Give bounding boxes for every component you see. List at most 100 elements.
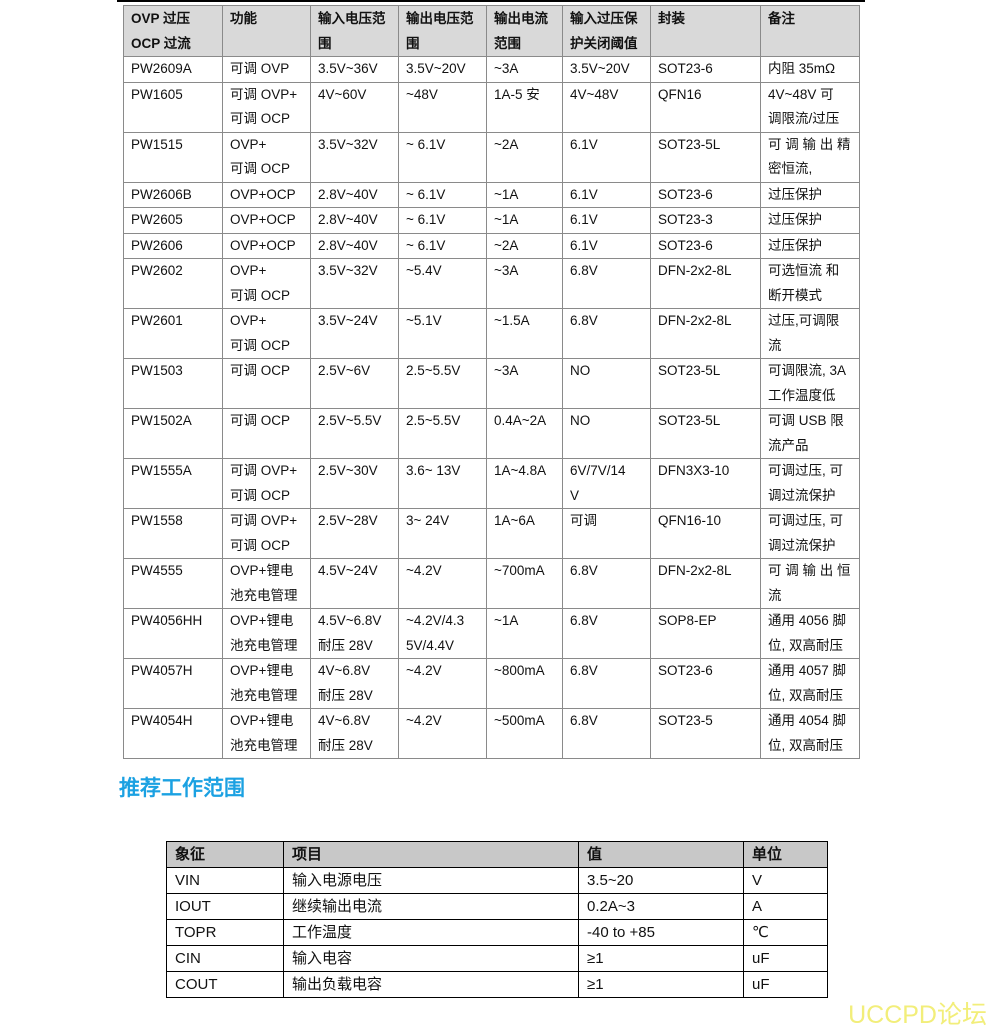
table-cell: COUT <box>166 971 284 998</box>
table-cell: 3.5V~24V <box>310 308 399 359</box>
table-cell: 可 调 输 出 精 密恒流, <box>760 131 860 183</box>
table-cell: ~1A <box>486 207 563 234</box>
table-cell: 6.1V <box>562 181 651 208</box>
table-row: PW1558 可调 OVP+ 可调 OCP 2.5V~28V 3~ 24V 1A~6A 可… <box>123 508 860 559</box>
table-cell: TOPR <box>166 919 284 946</box>
table-cell: PW2609A <box>123 56 223 83</box>
table-row: IOUT 继续输出电流 0.2A~3 A <box>166 893 828 920</box>
table-cell: QFN16-10 <box>650 508 761 559</box>
table-row: PW4555 OVP+锂电 池充电管理 4.5V~24V ~4.2V ~700mA 6.8… <box>123 558 860 609</box>
table-cell: 通用 4057 脚 位, 双高耐压 <box>760 658 860 709</box>
protection-ic-table: OVP 过压 OCP 过流 功能 输入电压范 围输出电压范 围输出电流 范围 输入过压… <box>123 5 860 759</box>
column-header: OVP 过压 OCP 过流 <box>123 5 223 57</box>
table-cell: 可调 OVP <box>222 56 311 83</box>
column-header: 输入电压范 围 <box>310 5 399 57</box>
table-cell: 可调限流, 3A 工作温度低 <box>760 358 860 409</box>
table-cell: ~1.5A <box>486 308 563 359</box>
table-cell: IOUT <box>166 893 284 920</box>
table-cell: SOT23-5 <box>650 708 761 759</box>
table-row: PW4057H OVP+锂电 池充电管理 4V~6.8V 耐压 28V ~4.2V ~8… <box>123 658 860 709</box>
table-row: PW1515 OVP+ 可调 OCP 3.5V~32V ~ 6.1V ~2A 6.1V SO… <box>123 131 860 183</box>
table-header-row: 象征 项目值单位 <box>166 841 828 868</box>
table-cell: ~3A <box>486 258 563 309</box>
table-cell: uF <box>743 945 828 972</box>
table-cell: DFN-2x2-8L <box>650 258 761 309</box>
table-cell: ~4.2V <box>398 708 487 759</box>
table-cell: uF <box>743 971 828 998</box>
table-cell: PW2605 <box>123 207 223 234</box>
table-cell: PW4057H <box>123 658 223 709</box>
table-cell: 可调 USB 限 流产品 <box>760 408 860 459</box>
table-cell: 可选恒流 和 断开模式 <box>760 258 860 309</box>
table-cell: 继续输出电流 <box>283 893 579 920</box>
table-cell: SOT23-6 <box>650 181 761 208</box>
table-row: PW2602 OVP+ 可调 OCP 3.5V~32V ~5.4V ~3A 6.8V DFN… <box>123 258 860 309</box>
section-title: 推荐工作范围 <box>119 777 245 800</box>
table-cell: NO <box>562 358 651 409</box>
table-cell: OVP+OCP <box>222 181 311 208</box>
table-row: PW1605 可调 OVP+ 可调 OCP 4V~60V ~48V 1A-5 安 4V~4… <box>123 81 860 133</box>
table-cell: 可调过压, 可 调过流保护 <box>760 508 860 559</box>
table-cell: 工作温度 <box>283 919 579 946</box>
table-cell: PW1502A <box>123 408 223 459</box>
table-cell: 输入电容 <box>283 945 579 972</box>
table-cell: 6V/7V/14 V <box>562 458 651 509</box>
table-cell: 2.8V~40V <box>310 181 399 208</box>
table-cell: 2.5V~5.5V <box>310 408 399 459</box>
table-cell: 4.5V~6.8V 耐压 28V <box>310 608 399 659</box>
table-cell: PW2602 <box>123 258 223 309</box>
table-cell: PW1605 <box>123 81 223 133</box>
column-header: 项目 <box>283 841 579 868</box>
table-cell: 1A~4.8A <box>486 458 563 509</box>
table-cell: ~2A <box>486 131 563 183</box>
table-cell: OVP+锂电 池充电管理 <box>222 708 311 759</box>
table-cell: ≥1 <box>578 971 744 998</box>
table-cell: ~5.1V <box>398 308 487 359</box>
table-cell: 0.2A~3 <box>578 893 744 920</box>
table-cell: PW1503 <box>123 358 223 409</box>
table-cell: 通用 4054 脚 位, 双高耐压 <box>760 708 860 759</box>
table-cell: PW4056HH <box>123 608 223 659</box>
column-header: 输出电压范 围 <box>398 5 487 57</box>
table-cell: 3.5V~32V <box>310 258 399 309</box>
table-row: CIN 输入电容 ≥1 uF <box>166 945 828 972</box>
table-cell: ~5.4V <box>398 258 487 309</box>
table-cell: ~ 6.1V <box>398 232 487 259</box>
table-header-row: OVP 过压 OCP 过流 功能 输入电压范 围输出电压范 围输出电流 范围 输入过压… <box>123 5 860 57</box>
table-cell: 2.5V~6V <box>310 358 399 409</box>
table-cell: 2.5~5.5V <box>398 408 487 459</box>
table-cell: PW1515 <box>123 131 223 183</box>
table-cell: ℃ <box>743 919 828 946</box>
table-cell: 6.8V <box>562 308 651 359</box>
table-cell: SOT23-6 <box>650 232 761 259</box>
table-cell: PW1558 <box>123 508 223 559</box>
table-cell: 6.8V <box>562 608 651 659</box>
table-cell: 6.1V <box>562 131 651 183</box>
table-cell: -40 to +85 <box>578 919 744 946</box>
table-cell: PW4555 <box>123 558 223 609</box>
table-cell: 过压保护 <box>760 207 860 234</box>
table-cell: ≥1 <box>578 945 744 972</box>
column-header: 备注 <box>760 5 860 57</box>
table-cell: OVP+OCP <box>222 232 311 259</box>
table-cell: 3.5V~20V <box>562 56 651 83</box>
table-cell: 6.8V <box>562 558 651 609</box>
table-cell: 6.1V <box>562 232 651 259</box>
table-row: PW2606 OVP+OCP 2.8V~40V ~ 6.1V ~2A 6.1V SOT23-… <box>123 232 860 259</box>
table-row: PW4056HH OVP+锂电 池充电管理 4.5V~6.8V 耐压 28V ~4.2… <box>123 608 860 659</box>
table-cell: PW4054H <box>123 708 223 759</box>
table-cell: OVP+锂电 池充电管理 <box>222 558 311 609</box>
table-cell: 内阻 35mΩ <box>760 56 860 83</box>
table-cell: 6.1V <box>562 207 651 234</box>
table-cell: 3.5~20 <box>578 867 744 894</box>
table-cell: ~4.2V/4.3 5V/4.4V <box>398 608 487 659</box>
table-row: PW1502A 可调 OCP 2.5V~5.5V 2.5~5.5V 0.4A~2A NO S… <box>123 408 860 459</box>
table-cell: 0.4A~2A <box>486 408 563 459</box>
column-header: 值 <box>578 841 744 868</box>
table-cell: 4V~48V <box>562 81 651 133</box>
table-cell: 可调 <box>562 508 651 559</box>
table-cell: 可调 OVP+ 可调 OCP <box>222 508 311 559</box>
table-cell: PW1555A <box>123 458 223 509</box>
table-cell: 3.5V~20V <box>398 56 487 83</box>
column-header: 输入过压保 护关闭阈值 <box>562 5 651 57</box>
